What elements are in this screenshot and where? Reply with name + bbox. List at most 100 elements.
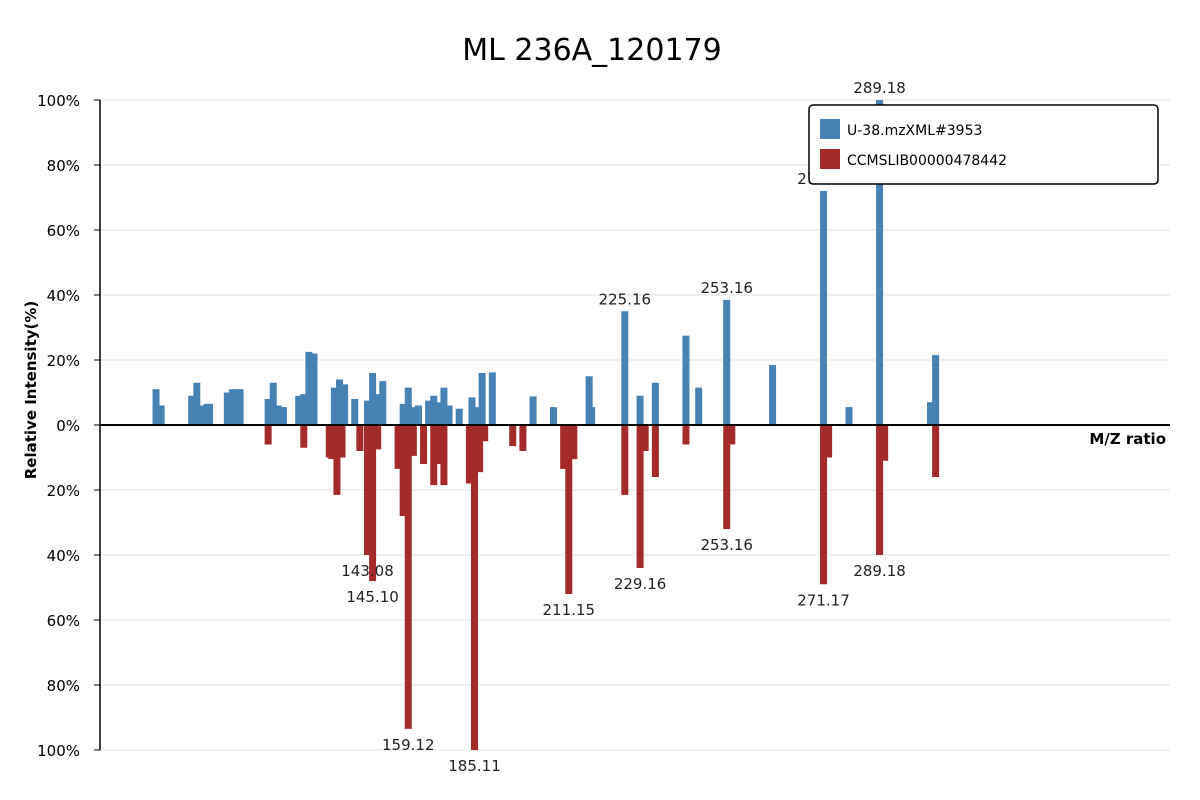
bar-sample	[430, 395, 438, 425]
bar-sample	[152, 389, 160, 425]
bar-library	[509, 425, 517, 447]
y-tick-label: 100%	[37, 92, 80, 110]
peak-label-library: 271.17	[797, 591, 850, 609]
bar-library	[356, 425, 364, 451]
bar-library	[471, 425, 478, 750]
bar-sample	[269, 382, 277, 425]
bar-sample	[473, 407, 481, 425]
bar-library	[264, 425, 272, 445]
bar-library	[476, 425, 484, 473]
bar-library	[369, 425, 377, 581]
y-tick-label: 80%	[47, 157, 80, 175]
bar-sample	[198, 405, 206, 425]
bars-layer	[152, 100, 940, 750]
peak-label-sample: 253.16	[700, 279, 753, 297]
bar-sample	[305, 351, 313, 425]
bar-sample	[820, 191, 828, 425]
peak-label-library: 211.15	[543, 601, 596, 619]
y-tick-label: 20%	[47, 352, 80, 370]
bar-library	[394, 425, 402, 469]
bar-library	[876, 425, 884, 555]
bar-sample	[274, 405, 282, 425]
bar-sample	[876, 100, 884, 425]
bar-sample	[455, 408, 463, 425]
bar-library	[300, 425, 308, 448]
y-tick-label: 100%	[37, 742, 80, 760]
bar-sample	[435, 402, 443, 425]
bar-sample	[585, 376, 593, 425]
bar-sample	[621, 311, 629, 425]
bar-sample	[478, 373, 486, 425]
bar-library	[328, 425, 336, 460]
bar-sample	[845, 407, 853, 425]
bar-library	[820, 425, 828, 585]
bar-sample	[409, 407, 417, 425]
bar-library	[636, 425, 644, 568]
bar-sample	[932, 355, 940, 425]
bar-library	[440, 425, 448, 486]
bar-sample	[379, 381, 387, 425]
bar-library	[338, 425, 346, 458]
bar-library	[932, 425, 940, 477]
bar-sample	[488, 372, 496, 425]
legend-box	[808, 104, 1159, 185]
peak-label-library: 253.16	[700, 536, 753, 554]
peak-label-library: 289.18	[853, 562, 906, 580]
bar-library	[728, 425, 736, 445]
bar-sample	[188, 395, 196, 425]
legend-swatch-sample	[820, 119, 840, 139]
bar-sample	[364, 400, 371, 425]
bar-sample	[927, 402, 935, 425]
bar-sample	[445, 405, 453, 425]
bar-sample	[279, 407, 287, 425]
bar-sample	[682, 335, 690, 425]
legend-swatch-library	[820, 149, 840, 169]
bar-library	[519, 425, 527, 451]
y-axis-ticks: 100% 80% 60% 40% 20% 0% 20% 40% 60% 80% 100%	[37, 92, 100, 760]
bar-sample	[468, 397, 476, 425]
bar-sample	[369, 373, 377, 425]
bar-sample	[157, 405, 165, 425]
peak-label-library: 145.10	[346, 588, 399, 606]
bar-library	[364, 425, 371, 555]
bar-sample	[228, 389, 236, 425]
y-axis-title: Relative Intensity(%)	[22, 301, 40, 480]
bar-sample	[440, 387, 448, 425]
bar-sample	[295, 395, 303, 425]
bar-library	[723, 425, 731, 529]
bar-library	[621, 425, 629, 495]
x-axis-title: M/Z ratio	[1089, 430, 1166, 448]
bar-sample	[529, 396, 537, 425]
bar-library	[565, 425, 573, 594]
bar-sample	[636, 395, 644, 425]
bar-sample	[769, 364, 777, 425]
peak-label-library: 143.08	[341, 562, 394, 580]
y-tick-label: 0%	[56, 417, 80, 435]
bar-library	[430, 425, 438, 486]
bar-library	[881, 425, 889, 461]
bar-sample	[588, 407, 596, 425]
peak-label-library: 229.16	[614, 575, 667, 593]
y-tick-label: 40%	[47, 287, 80, 305]
bar-sample	[723, 299, 731, 425]
y-tick-label: 80%	[47, 677, 80, 695]
legend-label-library: CCMSLIB00000478442	[847, 153, 1007, 169]
peak-label-library: 185.11	[448, 757, 501, 775]
peak-label-library: 159.12	[382, 736, 435, 754]
legend-label-sample: U-38.mzXML#3953	[847, 123, 982, 139]
bar-sample	[651, 382, 659, 425]
bar-library	[333, 425, 341, 495]
bar-library	[641, 425, 649, 451]
bar-library	[399, 425, 407, 516]
peak-label-sample: 225.16	[599, 290, 652, 308]
bar-library	[420, 425, 428, 464]
y-tick-label: 60%	[47, 612, 80, 630]
bar-sample	[341, 384, 349, 425]
bar-sample	[264, 399, 272, 425]
peak-label-sample: 289.18	[853, 79, 906, 97]
bar-library	[435, 425, 443, 464]
bar-library	[465, 425, 473, 484]
chart-title: ML 236A_120179	[462, 33, 721, 68]
bar-library	[481, 425, 489, 442]
